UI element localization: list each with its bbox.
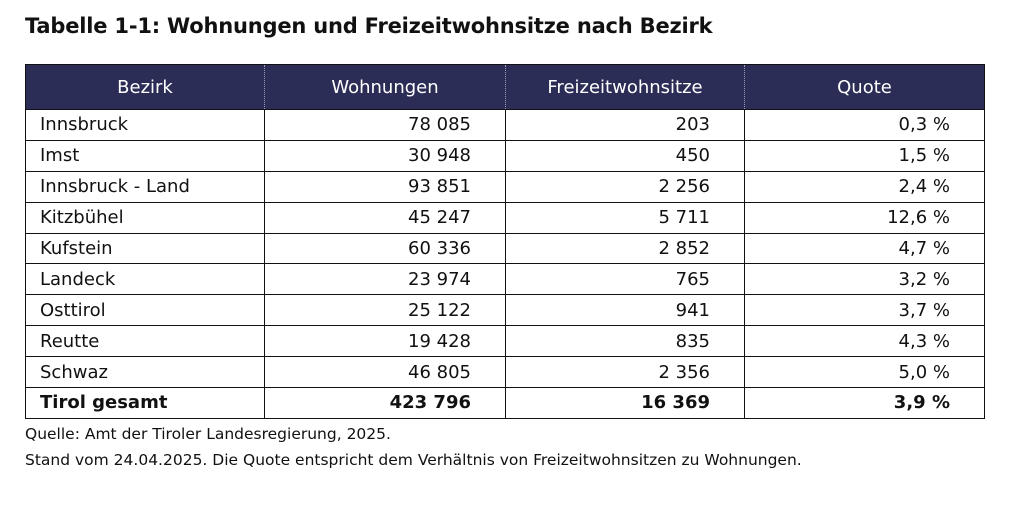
- table-cell: 60 336: [264, 232, 506, 265]
- data-table: Bezirk Wohnungen Freizeitwohnsitze Quote In…: [25, 64, 985, 419]
- table-cell: Landeck: [25, 263, 265, 296]
- total-cell: 3,9 %: [744, 387, 985, 419]
- table-cell: Kufstein: [25, 232, 265, 265]
- table-cell: 765: [505, 263, 745, 296]
- table-cell: 3,2 %: [744, 263, 985, 296]
- table-cell: Imst: [25, 139, 265, 172]
- table-cell: 4,7 %: [744, 232, 985, 265]
- table-cell: 19 428: [264, 325, 506, 358]
- total-row: Tirol gesamt 423 796 16 369 3,9 %: [25, 387, 985, 419]
- table-cell: 203: [505, 109, 745, 141]
- table-cell: 2 356: [505, 356, 745, 389]
- total-cell: 16 369: [505, 387, 745, 419]
- table-cell: 4,3 %: [744, 325, 985, 358]
- table-cell: 835: [505, 325, 745, 358]
- table-cell: 78 085: [264, 109, 506, 141]
- table-cell: Kitzbühel: [25, 201, 265, 234]
- table-cell: 5 711: [505, 201, 745, 234]
- table-header: Bezirk Wohnungen Freizeitwohnsitze Quote: [25, 64, 985, 110]
- table-row: Osttirol 25 122 941 3,7 %: [25, 294, 985, 327]
- table-cell: 45 247: [264, 201, 506, 234]
- table-row: Innsbruck - Land 93 851 2 256 2,4 %: [25, 170, 985, 203]
- header-row: Bezirk Wohnungen Freizeitwohnsitze Quote: [25, 64, 985, 110]
- header-cell: Bezirk: [25, 64, 265, 110]
- table-cell: 450: [505, 139, 745, 172]
- table-cell: 2 256: [505, 170, 745, 203]
- table-row: Reutte 19 428 835 4,3 %: [25, 325, 985, 358]
- table-cell: Reutte: [25, 325, 265, 358]
- header-cell: Freizeitwohnsitze: [505, 64, 745, 110]
- total-cell: Tirol gesamt: [25, 387, 265, 419]
- table-cell: 23 974: [264, 263, 506, 296]
- table-title: Tabelle 1-1: Wohnungen und Freizeitwohns…: [25, 14, 713, 38]
- table-cell: 25 122: [264, 294, 506, 327]
- table-cell: Schwaz: [25, 356, 265, 389]
- footnote: Stand vom 24.04.2025. Die Quote entspric…: [25, 451, 802, 469]
- table-row: Kufstein 60 336 2 852 4,7 %: [25, 232, 985, 265]
- table-cell: 1,5 %: [744, 139, 985, 172]
- source-note: Quelle: Amt der Tiroler Landesregierung,…: [25, 425, 391, 443]
- table-cell: 30 948: [264, 139, 506, 172]
- header-cell: Quote: [744, 64, 985, 110]
- table-row: Kitzbühel 45 247 5 711 12,6 %: [25, 201, 985, 234]
- table-row: Imst 30 948 450 1,5 %: [25, 139, 985, 172]
- table-cell: Innsbruck: [25, 109, 265, 141]
- table-cell: 46 805: [264, 356, 506, 389]
- table-cell: 941: [505, 294, 745, 327]
- table-cell: 3,7 %: [744, 294, 985, 327]
- table-cell: 12,6 %: [744, 201, 985, 234]
- table-body: Innsbruck 78 085 203 0,3 % Imst 30 948 450 1,5 …: [25, 109, 985, 419]
- table-row: Schwaz 46 805 2 356 5,0 %: [25, 356, 985, 389]
- table-row: Innsbruck 78 085 203 0,3 %: [25, 109, 985, 141]
- table-cell: Innsbruck - Land: [25, 170, 265, 203]
- table-cell: 0,3 %: [744, 109, 985, 141]
- table-cell: 93 851: [264, 170, 506, 203]
- total-cell: 423 796: [264, 387, 506, 419]
- table-cell: Osttirol: [25, 294, 265, 327]
- header-cell: Wohnungen: [264, 64, 506, 110]
- table-cell: 2,4 %: [744, 170, 985, 203]
- table-cell: 2 852: [505, 232, 745, 265]
- table-cell: 5,0 %: [744, 356, 985, 389]
- table-row: Landeck 23 974 765 3,2 %: [25, 263, 985, 296]
